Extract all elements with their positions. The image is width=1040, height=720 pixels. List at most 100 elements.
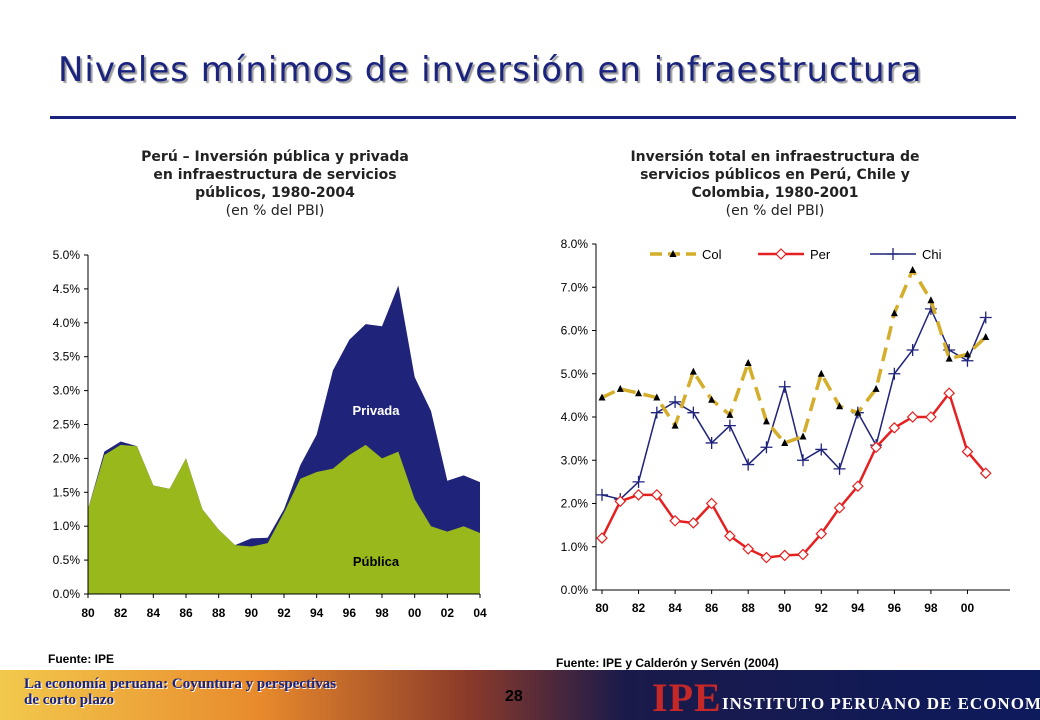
point-per (870, 441, 882, 454)
point-col (708, 395, 716, 403)
footer-caption: La economía peruana: Coyuntura y perspec… (24, 676, 336, 708)
privada-label: Privada (353, 403, 401, 418)
point-col (762, 417, 770, 425)
x-tick-label: 92 (815, 601, 829, 615)
left-chart-title-line: Perú – Inversión pública y privada (141, 149, 409, 165)
y-tick-label: 4.5% (53, 282, 81, 296)
point-chi (979, 311, 992, 324)
point-chi (632, 475, 645, 488)
point-per (687, 517, 700, 529)
x-tick-label: 90 (245, 606, 259, 620)
point-per (943, 387, 956, 400)
y-tick-label: 2.0% (53, 451, 81, 465)
point-col (671, 421, 679, 429)
point-chi (906, 343, 919, 356)
legend-marker-per (775, 248, 787, 260)
point-per (760, 551, 773, 564)
point-chi (797, 454, 809, 467)
point-col (799, 432, 807, 440)
y-tick-label: 2.5% (53, 418, 81, 432)
point-per (815, 527, 828, 540)
point-per (742, 543, 755, 555)
point-col (927, 296, 935, 304)
legend-label-per: Per (810, 247, 831, 262)
point-per (797, 548, 809, 561)
point-per (851, 480, 864, 493)
publica-label: Pública (353, 554, 400, 569)
point-per (925, 411, 937, 423)
point-col (635, 389, 643, 397)
y-tick-label: 7.0% (561, 280, 589, 294)
x-tick-label: 84 (668, 601, 682, 615)
left-chart-title-line: en infraestructura de servicios (153, 167, 397, 183)
series-line-chi (601, 308, 987, 500)
footer-caption-line: La economía peruana: Coyuntura y perspec… (24, 676, 337, 692)
left-area-chart: 0.0% 0.5% 1.0% 1.5% 2.0% 2.5% 3.0% 3.5% 4.0% 4.5%… (53, 248, 487, 620)
point-per (650, 489, 663, 501)
y-tick-label: 0.0% (561, 583, 589, 597)
point-col (890, 309, 898, 317)
point-per (614, 495, 627, 508)
point-col (982, 332, 990, 340)
right-chart-title-line: servicios públicos en Perú, Chile y (640, 167, 910, 183)
institute-name: INSTITUTO PERUANO DE ECONOMÍA (722, 694, 1040, 713)
point-col (616, 384, 624, 392)
x-tick-label: 88 (742, 601, 756, 615)
right-chart-title-line: Inversión total en infraestructura de (630, 149, 920, 165)
right-chart-source: Fuente: IPE y Calderón y Servén (2004) (556, 656, 779, 670)
point-chi (723, 419, 736, 432)
publica-area (88, 444, 480, 594)
point-col (963, 350, 971, 358)
left-chart-source: Fuente: IPE (48, 652, 115, 666)
left-chart-title: Perú – Inversión pública y privada en in… (95, 148, 455, 220)
point-chi (778, 380, 791, 393)
y-tick-label: 1.0% (53, 519, 81, 533)
point-col (598, 393, 606, 401)
y-tick-label: 4.0% (53, 316, 81, 330)
footer-caption-line: de corto plazo (24, 692, 114, 708)
point-col (781, 438, 789, 446)
x-tick-label: 80 (81, 606, 95, 620)
y-tick-label: 3.5% (53, 350, 81, 364)
right-chart-unit: (en % del PBI) (725, 203, 825, 219)
y-tick-label: 0.0% (53, 587, 81, 601)
y-tick-label: 5.0% (53, 248, 81, 262)
right-chart-title: Inversión total en infraestructura de se… (585, 148, 965, 220)
left-chart-title-line: públicos, 1980-2004 (195, 185, 355, 201)
point-per (778, 549, 791, 562)
legend-label-col: Col (702, 247, 722, 262)
x-tick-label: 86 (705, 601, 719, 615)
point-col (872, 384, 880, 392)
point-chi (596, 488, 608, 501)
point-col (744, 358, 752, 366)
point-per (833, 501, 846, 514)
y-tick-label: 2.0% (561, 497, 589, 511)
point-chi (669, 395, 682, 408)
x-tick-label: 96 (343, 606, 357, 620)
point-per (596, 532, 608, 544)
series-line-col (601, 268, 987, 445)
point-per (888, 421, 901, 434)
x-tick-label: 90 (778, 601, 792, 615)
legend-marker-chi (887, 248, 899, 260)
point-chi (888, 367, 901, 380)
y-tick-label: 0.5% (53, 553, 81, 567)
page-title: Niveles mínimos de inversión en infraest… (58, 50, 923, 90)
x-tick-label: 82 (632, 601, 646, 615)
point-col (854, 408, 862, 416)
y-tick-label: 3.0% (561, 453, 589, 467)
page-number: 28 (505, 688, 523, 705)
left-chart-unit: (en % del PBI) (225, 203, 325, 219)
point-chi (760, 441, 773, 454)
point-col (726, 410, 734, 418)
x-tick-label: 94 (851, 601, 865, 615)
point-col (689, 367, 697, 375)
point-col (836, 402, 844, 410)
x-tick-label: 88 (212, 606, 226, 620)
x-tick-label: 86 (179, 606, 193, 620)
point-per (669, 514, 681, 527)
ipe-logo: IPE (652, 675, 722, 720)
series-line-per (600, 391, 987, 559)
point-chi (815, 443, 828, 456)
point-chi (742, 458, 755, 471)
